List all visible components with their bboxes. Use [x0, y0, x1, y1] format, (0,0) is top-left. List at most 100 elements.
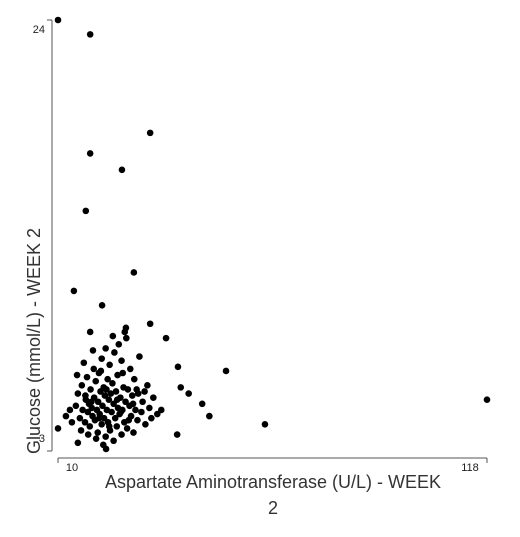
point — [103, 386, 110, 393]
point — [125, 416, 133, 424]
point — [94, 398, 102, 406]
x-axis-label: Aspartate Aminotransferase (U/L) - WEEK … — [104, 472, 442, 518]
point — [115, 340, 123, 348]
point — [483, 396, 491, 403]
point — [101, 392, 109, 399]
point — [84, 408, 92, 416]
point — [174, 363, 182, 371]
point — [74, 439, 82, 447]
point — [121, 328, 129, 336]
point — [111, 414, 119, 422]
point — [206, 412, 213, 420]
point — [136, 353, 143, 360]
point — [54, 425, 62, 432]
point — [105, 423, 113, 430]
point — [92, 435, 100, 442]
point — [138, 408, 145, 416]
point — [154, 410, 161, 418]
point — [86, 31, 94, 38]
point — [90, 365, 98, 373]
point — [134, 416, 141, 424]
point — [98, 421, 105, 428]
point — [118, 357, 125, 364]
point — [62, 412, 70, 420]
point — [146, 404, 153, 412]
point — [129, 400, 137, 408]
point — [102, 433, 109, 440]
point — [98, 301, 106, 309]
y-axis-label: Glucose (mmol/L) - WEEK 2 — [24, 228, 44, 454]
point — [84, 431, 92, 438]
point — [113, 396, 121, 403]
point — [109, 332, 117, 340]
point — [87, 386, 94, 393]
point — [83, 373, 91, 381]
point — [80, 359, 88, 367]
point — [133, 386, 140, 393]
point — [99, 402, 106, 410]
point — [117, 408, 125, 416]
point — [177, 384, 185, 391]
point — [132, 406, 139, 414]
point — [185, 390, 192, 397]
point — [66, 406, 74, 414]
point — [111, 349, 118, 356]
point — [82, 392, 89, 399]
point — [119, 369, 127, 377]
point — [142, 421, 149, 428]
point — [82, 207, 90, 215]
point — [77, 427, 85, 434]
point — [126, 365, 134, 373]
point — [146, 129, 154, 137]
point — [81, 418, 89, 426]
point — [108, 408, 115, 416]
point — [124, 386, 132, 393]
point — [122, 398, 129, 406]
point — [162, 334, 170, 342]
point — [112, 388, 120, 395]
point — [78, 382, 86, 389]
point — [113, 423, 121, 430]
point — [86, 423, 94, 430]
point — [99, 441, 107, 449]
point — [96, 414, 103, 422]
point — [148, 414, 155, 422]
point — [94, 429, 102, 436]
point — [68, 418, 76, 426]
point — [70, 287, 78, 295]
point — [261, 421, 269, 428]
point — [141, 388, 148, 395]
point — [86, 328, 94, 336]
point — [92, 377, 100, 385]
point — [79, 406, 86, 414]
point — [105, 396, 113, 403]
point — [139, 398, 146, 406]
point — [222, 367, 230, 375]
point — [98, 355, 105, 362]
point — [130, 375, 138, 383]
point — [146, 320, 154, 328]
point — [107, 390, 115, 397]
point — [130, 269, 138, 276]
point — [76, 414, 84, 422]
point — [123, 334, 130, 342]
point — [74, 390, 82, 397]
x-tick-label: 10 — [66, 462, 78, 474]
point — [86, 150, 94, 157]
point — [123, 425, 131, 432]
point — [157, 406, 165, 414]
y-tick-label: 24 — [33, 24, 45, 36]
point — [114, 371, 121, 379]
point — [72, 402, 80, 410]
point — [144, 382, 151, 389]
x-tick-label: 118 — [461, 462, 479, 474]
point — [109, 379, 116, 387]
point — [97, 367, 105, 375]
point — [102, 345, 109, 352]
point — [88, 404, 96, 412]
point — [198, 400, 206, 408]
point — [73, 371, 81, 379]
point — [130, 429, 137, 436]
